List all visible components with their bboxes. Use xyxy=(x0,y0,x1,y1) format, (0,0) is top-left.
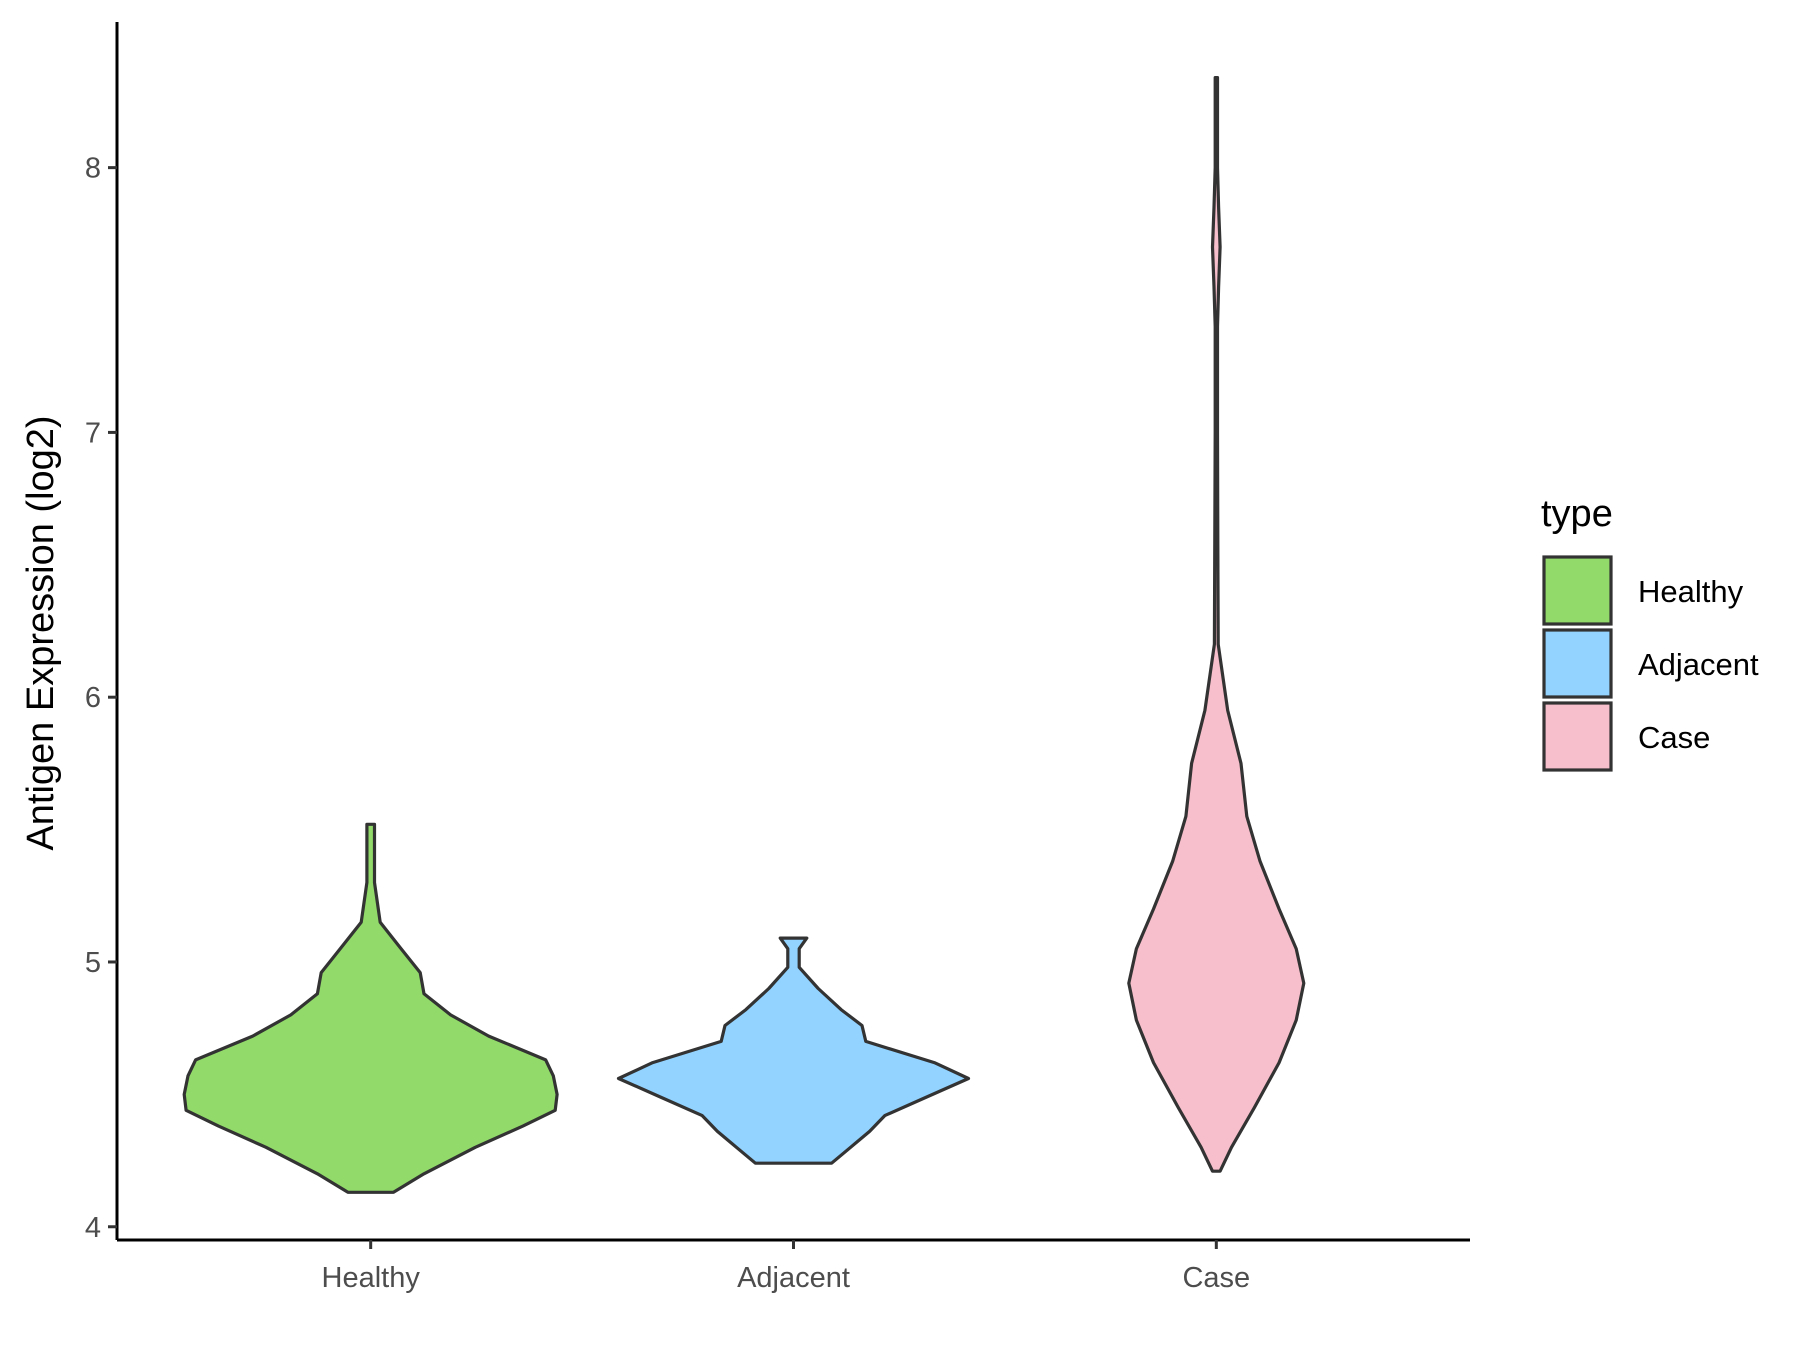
violins-layer xyxy=(182,76,1306,1194)
x-tick-label: Case xyxy=(1182,1262,1250,1294)
y-axis-title: Antigen Expression (log2) xyxy=(20,415,62,850)
legend-swatch-case xyxy=(1542,701,1613,772)
y-tick-label: 6 xyxy=(85,682,101,714)
y-tick-label: 4 xyxy=(85,1212,101,1244)
y-tick-label: 8 xyxy=(85,153,101,185)
legend-swatch-healthy xyxy=(1542,555,1613,626)
axes-layer: 4 5 6 7 8 Healthy Adjacent Case xyxy=(85,22,1470,1294)
violin-healthy xyxy=(182,822,559,1194)
x-tick-label: Healthy xyxy=(322,1262,421,1294)
violin-case xyxy=(1127,76,1306,1173)
legend: type Healthy Adjacent Case xyxy=(1541,493,1759,772)
legend-title: type xyxy=(1541,493,1613,535)
violin-adjacent xyxy=(616,936,971,1165)
legend-items: Healthy Adjacent Case xyxy=(1542,555,1759,772)
legend-swatch-adjacent xyxy=(1542,628,1613,699)
y-tick-label: 7 xyxy=(85,417,101,449)
legend-label-case: Case xyxy=(1638,720,1710,755)
legend-label-healthy: Healthy xyxy=(1638,574,1744,609)
legend-label-adjacent: Adjacent xyxy=(1638,647,1759,682)
x-tick-label: Adjacent xyxy=(737,1262,850,1294)
y-tick-label: 5 xyxy=(85,947,101,979)
